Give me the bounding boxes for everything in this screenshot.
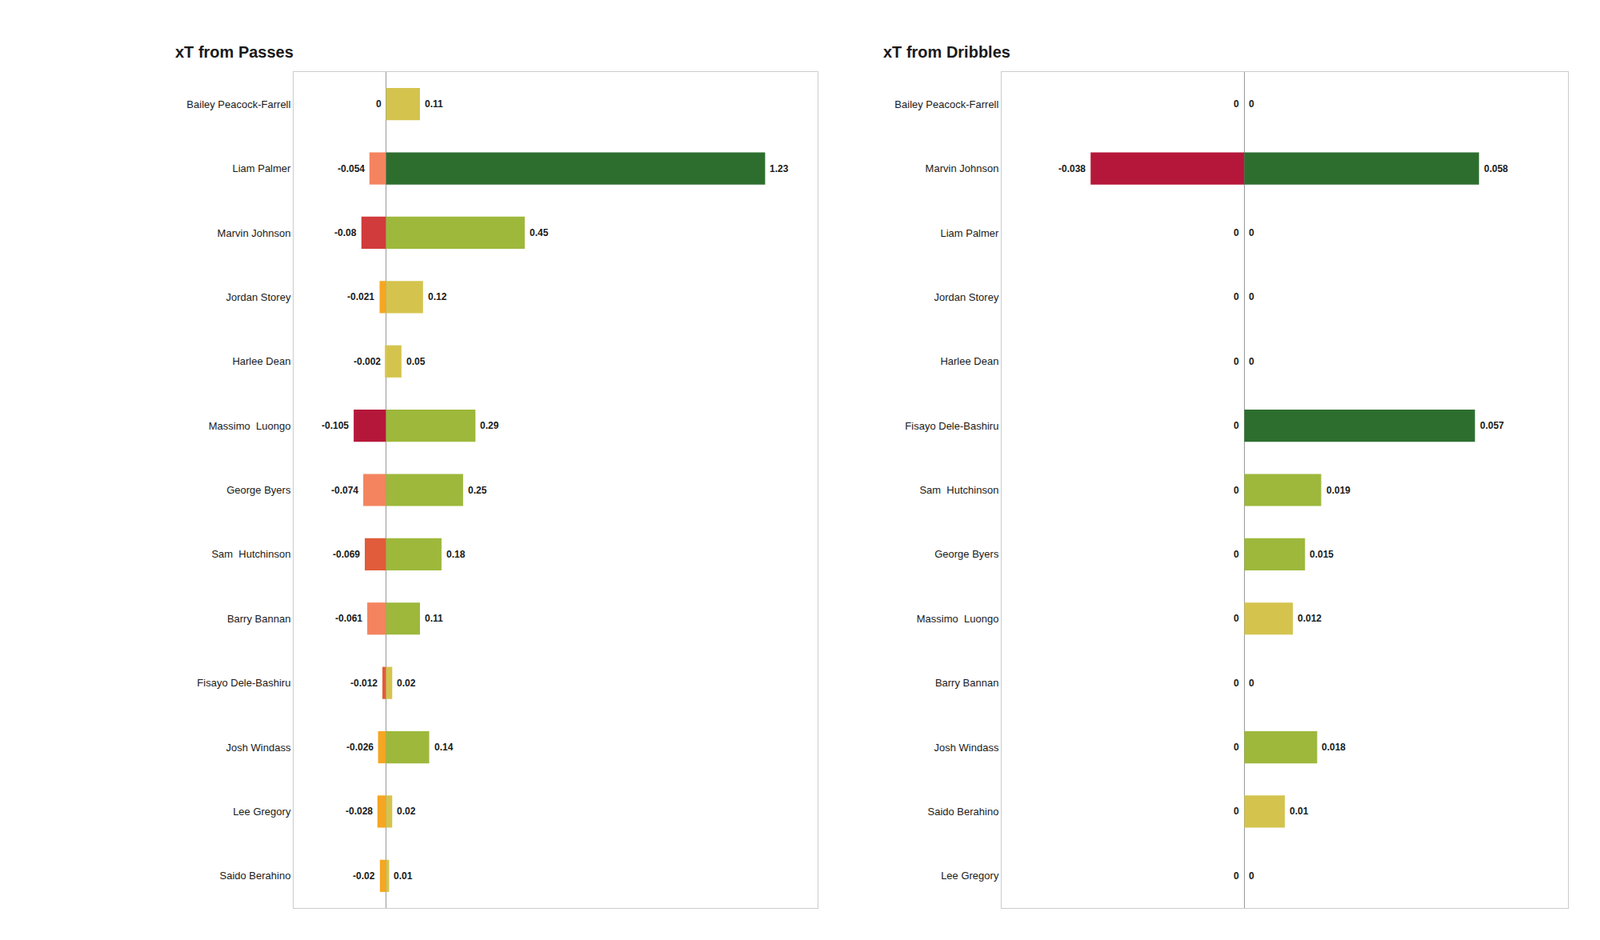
svg-text:0.11: 0.11 — [424, 98, 444, 110]
svg-text:Sam Hutchinson: Sam Hutchinson — [919, 484, 999, 496]
svg-text:Lee Gregory: Lee Gregory — [940, 869, 1000, 882]
svg-text:-0.061: -0.061 — [335, 612, 363, 624]
svg-text:0: 0 — [1233, 612, 1240, 624]
svg-text:0.019: 0.019 — [1326, 484, 1351, 496]
svg-text:Massimo Luongo: Massimo Luongo — [208, 420, 292, 432]
svg-text:0: 0 — [1233, 484, 1240, 496]
svg-text:0.015: 0.015 — [1309, 548, 1334, 560]
svg-text:0: 0 — [1248, 291, 1255, 303]
svg-text:Fisayo Dele-Bashiru: Fisayo Dele-Bashiru — [196, 676, 291, 689]
svg-text:George Byers: George Byers — [226, 484, 292, 496]
svg-text:Marvin Johnson: Marvin Johnson — [217, 227, 292, 240]
svg-text:0: 0 — [1248, 870, 1255, 882]
svg-text:Barry Bannan: Barry Bannan — [935, 676, 1000, 689]
svg-text:0: 0 — [376, 98, 382, 110]
svg-text:0: 0 — [1233, 741, 1240, 753]
svg-text:Harlee Dean: Harlee Dean — [940, 355, 999, 368]
svg-text:-0.054: -0.054 — [337, 163, 365, 175]
svg-text:0: 0 — [1248, 677, 1255, 689]
svg-text:0: 0 — [1233, 420, 1240, 432]
svg-text:0: 0 — [1248, 356, 1255, 368]
svg-text:Lee Gregory: Lee Gregory — [232, 805, 292, 818]
svg-text:0.02: 0.02 — [396, 805, 416, 817]
svg-text:xT from Dribbles: xT from Dribbles — [883, 43, 1011, 61]
svg-text:0: 0 — [1233, 356, 1240, 368]
svg-text:Bailey Peacock-Farrell: Bailey Peacock-Farrell — [186, 98, 291, 111]
svg-text:0: 0 — [1233, 677, 1240, 689]
svg-text:-0.074: -0.074 — [331, 484, 359, 496]
svg-text:0.11: 0.11 — [424, 612, 444, 624]
svg-text:Josh Windass: Josh Windass — [933, 741, 999, 754]
svg-text:-0.069: -0.069 — [332, 548, 360, 560]
svg-text:Jordan Storey: Jordan Storey — [933, 291, 999, 304]
svg-text:Saido Berahino: Saido Berahino — [219, 869, 291, 882]
svg-text:Harlee Dean: Harlee Dean — [232, 355, 291, 368]
svg-text:Fisayo Dele-Bashiru: Fisayo Dele-Bashiru — [904, 420, 999, 432]
svg-text:George Byers: George Byers — [934, 548, 1000, 560]
svg-text:0: 0 — [1233, 870, 1240, 882]
svg-text:-0.021: -0.021 — [347, 291, 375, 303]
svg-text:-0.02: -0.02 — [352, 870, 376, 882]
svg-text:-0.002: -0.002 — [353, 356, 381, 368]
svg-text:-0.012: -0.012 — [350, 677, 378, 689]
svg-text:0.05: 0.05 — [406, 356, 426, 368]
svg-text:Liam Palmer: Liam Palmer — [232, 162, 292, 175]
svg-text:0.01: 0.01 — [393, 870, 413, 882]
svg-text:0: 0 — [1233, 805, 1240, 817]
svg-text:0.29: 0.29 — [480, 420, 500, 432]
svg-text:Barry Bannan: Barry Bannan — [227, 612, 292, 625]
svg-text:Sam Hutchinson: Sam Hutchinson — [211, 548, 291, 560]
svg-text:0.012: 0.012 — [1297, 612, 1322, 624]
svg-text:0: 0 — [1233, 291, 1240, 303]
svg-text:Marvin Johnson: Marvin Johnson — [925, 162, 1000, 175]
svg-text:0.18: 0.18 — [446, 548, 466, 560]
svg-text:0.12: 0.12 — [428, 291, 448, 303]
svg-text:Massimo Luongo: Massimo Luongo — [916, 612, 1000, 625]
svg-text:0.45: 0.45 — [529, 227, 549, 239]
svg-text:0: 0 — [1233, 227, 1240, 239]
svg-text:Liam Palmer: Liam Palmer — [940, 227, 1000, 240]
svg-text:0.057: 0.057 — [1480, 420, 1504, 432]
svg-text:0.02: 0.02 — [396, 677, 416, 689]
svg-text:-0.038: -0.038 — [1058, 163, 1086, 175]
svg-text:0: 0 — [1233, 548, 1240, 560]
svg-text:-0.028: -0.028 — [345, 805, 373, 817]
svg-text:Bailey Peacock-Farrell: Bailey Peacock-Farrell — [894, 98, 999, 111]
svg-text:0: 0 — [1248, 98, 1255, 110]
svg-text:0.058: 0.058 — [1484, 163, 1508, 175]
svg-text:0: 0 — [1233, 98, 1240, 110]
svg-text:xT from Passes: xT from Passes — [175, 43, 294, 61]
svg-text:Josh Windass: Josh Windass — [225, 741, 291, 754]
svg-text:0.25: 0.25 — [468, 484, 488, 496]
svg-text:0.018: 0.018 — [1321, 741, 1346, 753]
svg-text:0.14: 0.14 — [434, 741, 454, 753]
svg-text:-0.026: -0.026 — [346, 741, 374, 753]
svg-text:Saido Berahino: Saido Berahino — [927, 805, 999, 818]
svg-text:Jordan Storey: Jordan Storey — [225, 291, 291, 304]
svg-text:-0.08: -0.08 — [334, 227, 357, 239]
svg-text:-0.105: -0.105 — [321, 420, 349, 432]
svg-text:1.23: 1.23 — [769, 163, 789, 175]
svg-text:0.01: 0.01 — [1289, 805, 1309, 817]
svg-text:0: 0 — [1248, 227, 1255, 239]
